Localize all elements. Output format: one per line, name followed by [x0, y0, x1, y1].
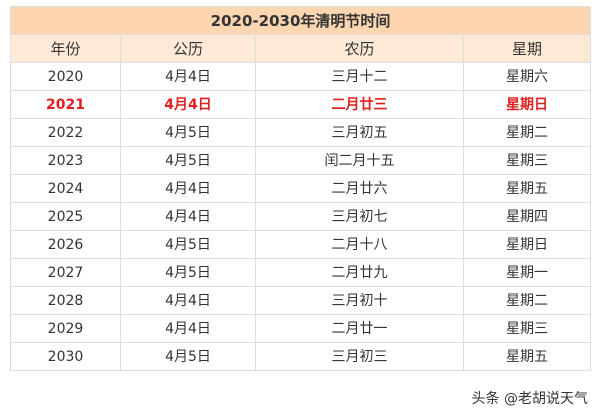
year-cell: 2028 — [10, 286, 121, 315]
weekday-cell: 星期日 — [462, 230, 592, 259]
year-cell: 2026 — [10, 230, 121, 259]
table-title: 2020-2030年清明节时间 — [9, 6, 592, 35]
weekday-cell: 星期五 — [462, 174, 592, 203]
gregorian-cell: 4月4日 — [120, 202, 256, 231]
watermark: 头条 @老胡说天气 — [471, 391, 588, 407]
year-cell: 2024 — [10, 174, 121, 203]
year-cell: 2025 — [10, 202, 121, 231]
year-cell: 2023 — [10, 146, 121, 175]
weekday-cell: 星期四 — [462, 202, 592, 231]
header-lunar: 农历 — [255, 34, 464, 63]
lunar-cell: 三月初十 — [255, 286, 464, 315]
year-cell: 2021 — [10, 90, 121, 119]
lunar-cell: 二月廿三 — [255, 90, 464, 119]
gregorian-cell: 4月5日 — [120, 342, 256, 371]
lunar-cell: 闰二月十五 — [255, 146, 464, 175]
table-row: 2029 4月4日 二月廿一 星期三 — [10, 314, 592, 343]
weekday-cell: 星期三 — [462, 146, 592, 175]
gregorian-cell: 4月5日 — [120, 118, 256, 147]
year-cell: 2030 — [10, 342, 121, 371]
gregorian-cell: 4月4日 — [120, 90, 256, 119]
table-row: 2020 4月4日 三月十二 星期六 — [10, 62, 592, 91]
weekday-cell: 星期二 — [462, 286, 592, 315]
weekday-cell: 星期一 — [462, 258, 592, 287]
lunar-cell: 二月廿九 — [255, 258, 464, 287]
lunar-cell: 三月初七 — [255, 202, 464, 231]
year-cell: 2022 — [10, 118, 121, 147]
gregorian-cell: 4月5日 — [120, 258, 256, 287]
table-row: 2026 4月5日 二月十八 星期日 — [10, 230, 592, 259]
table-row: 2024 4月4日 二月廿六 星期五 — [10, 174, 592, 203]
table-row: 2021 4月4日 二月廿三 星期日 — [10, 90, 592, 119]
table-row: 2028 4月4日 三月初十 星期二 — [10, 286, 592, 315]
table-row: 2023 4月5日 闰二月十五 星期三 — [10, 146, 592, 175]
lunar-cell: 二月廿六 — [255, 174, 464, 203]
gregorian-cell: 4月4日 — [120, 62, 256, 91]
table-row: 2025 4月4日 三月初七 星期四 — [10, 202, 592, 231]
weekday-cell: 星期五 — [462, 342, 592, 371]
header-year: 年份 — [10, 34, 121, 63]
gregorian-cell: 4月4日 — [120, 314, 256, 343]
gregorian-cell: 4月5日 — [120, 146, 256, 175]
weekday-cell: 星期日 — [462, 90, 592, 119]
gregorian-cell: 4月5日 — [120, 230, 256, 259]
lunar-cell: 三月初五 — [255, 118, 464, 147]
gregorian-cell: 4月4日 — [120, 174, 256, 203]
header-weekday: 星期 — [462, 34, 592, 63]
lunar-cell: 二月十八 — [255, 230, 464, 259]
table-row: 2022 4月5日 三月初五 星期二 — [10, 118, 592, 147]
weekday-cell: 星期三 — [462, 314, 592, 343]
weekday-cell: 星期二 — [462, 118, 592, 147]
table-row: 2030 4月5日 三月初三 星期五 — [10, 342, 592, 371]
qingming-table: 2020-2030年清明节时间 年份 公历 农历 星期 2020 4月4日 三月十二… — [9, 6, 592, 371]
year-cell: 2029 — [10, 314, 121, 343]
lunar-cell: 三月十二 — [255, 62, 464, 91]
weekday-cell: 星期六 — [462, 62, 592, 91]
year-cell: 2020 — [10, 62, 121, 91]
header-gregorian: 公历 — [120, 34, 256, 63]
lunar-cell: 二月廿一 — [255, 314, 464, 343]
table-row: 2027 4月5日 二月廿九 星期一 — [10, 258, 592, 287]
year-cell: 2027 — [10, 258, 121, 287]
lunar-cell: 三月初三 — [255, 342, 464, 371]
gregorian-cell: 4月4日 — [120, 286, 256, 315]
